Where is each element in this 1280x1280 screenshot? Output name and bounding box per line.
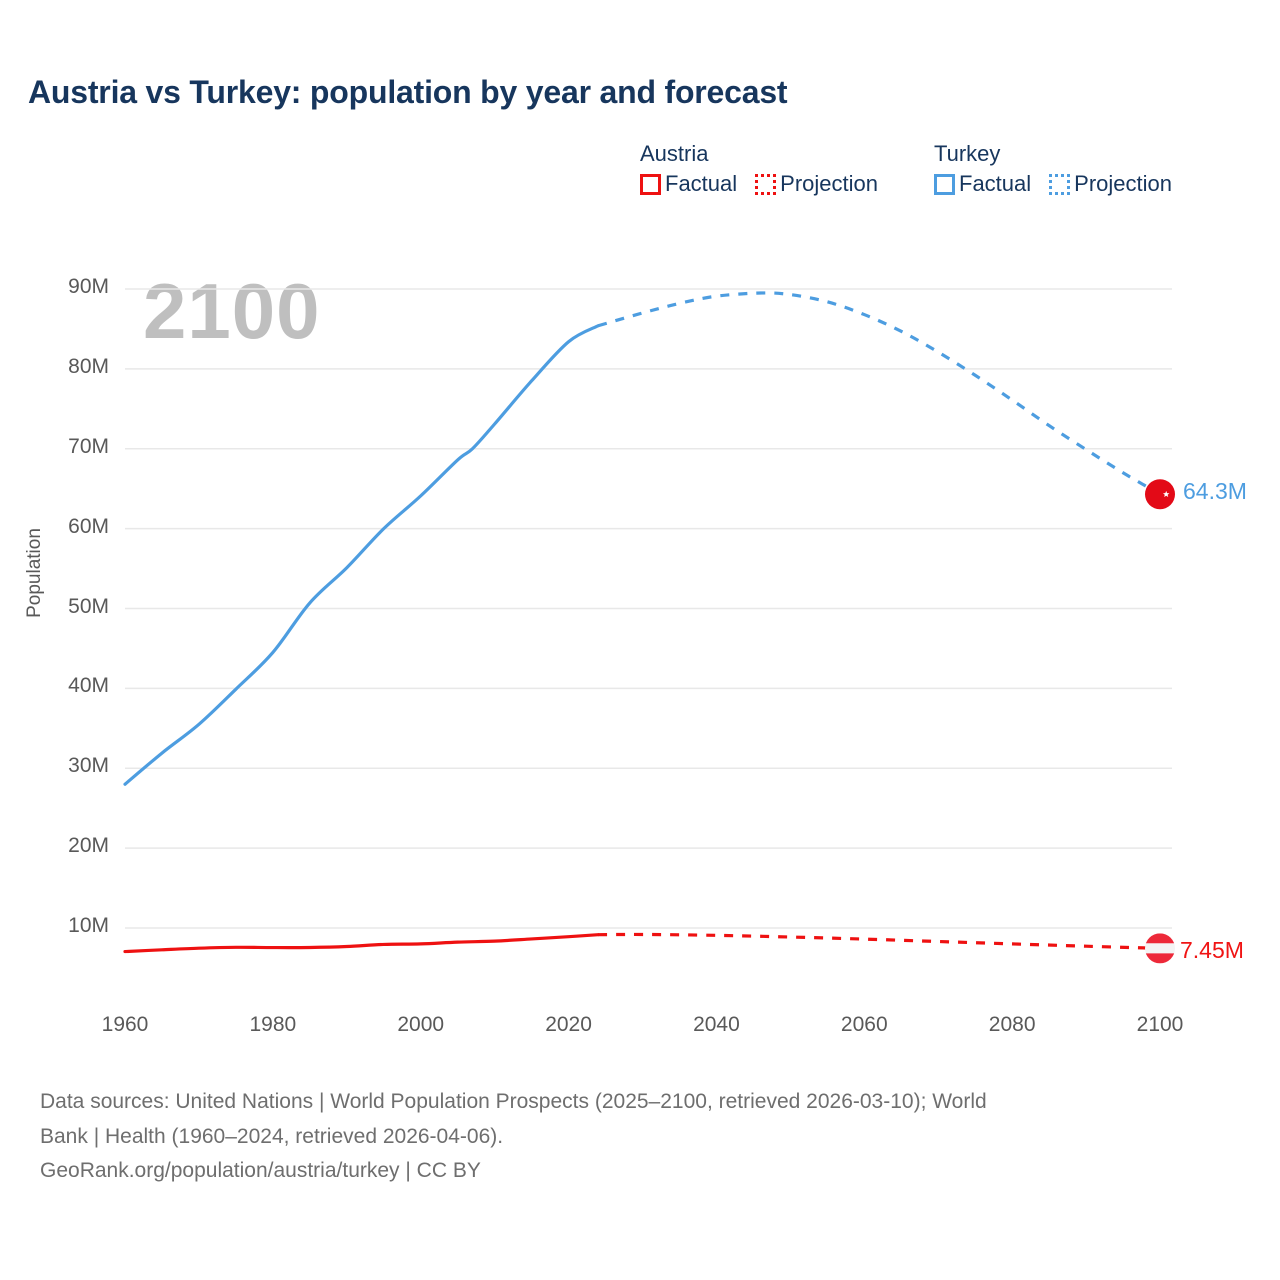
gridlines bbox=[125, 288, 1172, 929]
x-tick-label: 2040 bbox=[693, 1013, 740, 1036]
legend-item-austria-projection[interactable]: Projection bbox=[755, 171, 878, 197]
y-tick-label: 70M bbox=[68, 434, 109, 458]
legend-row-turkey: Factual Projection bbox=[934, 171, 1172, 197]
legend-swatch-dotted-icon bbox=[755, 173, 777, 195]
y-tick-label: 50M bbox=[68, 594, 109, 618]
footer-notes: Data sources: United Nations | World Pop… bbox=[40, 1086, 1240, 1188]
y-tick-label: 80M bbox=[68, 354, 109, 378]
legend-label-turkey-factual: Factual bbox=[959, 171, 1032, 197]
legend-swatch-dotted-icon bbox=[1049, 173, 1071, 195]
legend-label-turkey-projection: Projection bbox=[1074, 171, 1172, 197]
legend-item-austria-factual[interactable]: Factual bbox=[640, 171, 737, 197]
chart-title: Austria vs Turkey: population by year an… bbox=[28, 74, 788, 110]
legend-swatch-solid-icon bbox=[640, 173, 661, 195]
footer-attribution[interactable]: GeoRank.org/population/austria/turkey | … bbox=[40, 1159, 481, 1183]
x-tick-label: 2080 bbox=[988, 1013, 1036, 1036]
y-tick-label: 30M bbox=[68, 754, 109, 778]
legend-swatch-solid-icon bbox=[934, 173, 955, 195]
x-tick-label: 1980 bbox=[249, 1013, 297, 1036]
y-tick-label: 10M bbox=[68, 914, 109, 937]
footer-data-sources: Data sources: United Nations | World Pop… bbox=[40, 1090, 987, 1113]
x-tick-label: 2060 bbox=[840, 1013, 888, 1036]
series-paths bbox=[123, 291, 1161, 954]
x-tick-label: 2020 bbox=[545, 1013, 592, 1036]
legend-country-turkey: Turkey bbox=[934, 141, 1001, 166]
legend-label-austria-projection: Projection bbox=[780, 171, 878, 197]
chart-legend: Austria Factual Projection Turkey Factua… bbox=[640, 142, 1172, 197]
y-tick-label: 40M bbox=[68, 674, 109, 698]
watermark-year: 2100 bbox=[143, 267, 321, 355]
x-tick-label: 1960 bbox=[101, 1013, 149, 1036]
legend-label-austria-factual: Factual bbox=[665, 171, 738, 197]
legend-group-austria: Austria Factual Projection bbox=[640, 142, 878, 197]
x-tick-label: 2000 bbox=[397, 1013, 445, 1036]
turkey-flag-icon bbox=[1145, 479, 1175, 510]
y-tick-label: 90M bbox=[68, 275, 109, 298]
y-tick-label: 60M bbox=[68, 514, 109, 538]
legend-item-turkey-projection[interactable]: Projection bbox=[1049, 171, 1172, 197]
turkey-end-value-label: 64.3M bbox=[1183, 478, 1247, 504]
austria-flag-icon bbox=[1145, 933, 1175, 964]
y-tick-label: 20M bbox=[68, 834, 109, 858]
legend-item-turkey-factual[interactable]: Factual bbox=[934, 171, 1031, 197]
legend-country-austria: Austria bbox=[640, 141, 709, 166]
footer-data-sources-cont: Bank | Health (1960–2024, retrieved 2026… bbox=[40, 1124, 504, 1148]
x-tick-label: 2100 bbox=[1136, 1013, 1184, 1036]
legend-group-turkey: Turkey Factual Projection bbox=[934, 142, 1172, 197]
austria-end-value-label: 7.45M bbox=[1180, 937, 1244, 963]
legend-row-austria: Factual Projection bbox=[640, 171, 878, 197]
